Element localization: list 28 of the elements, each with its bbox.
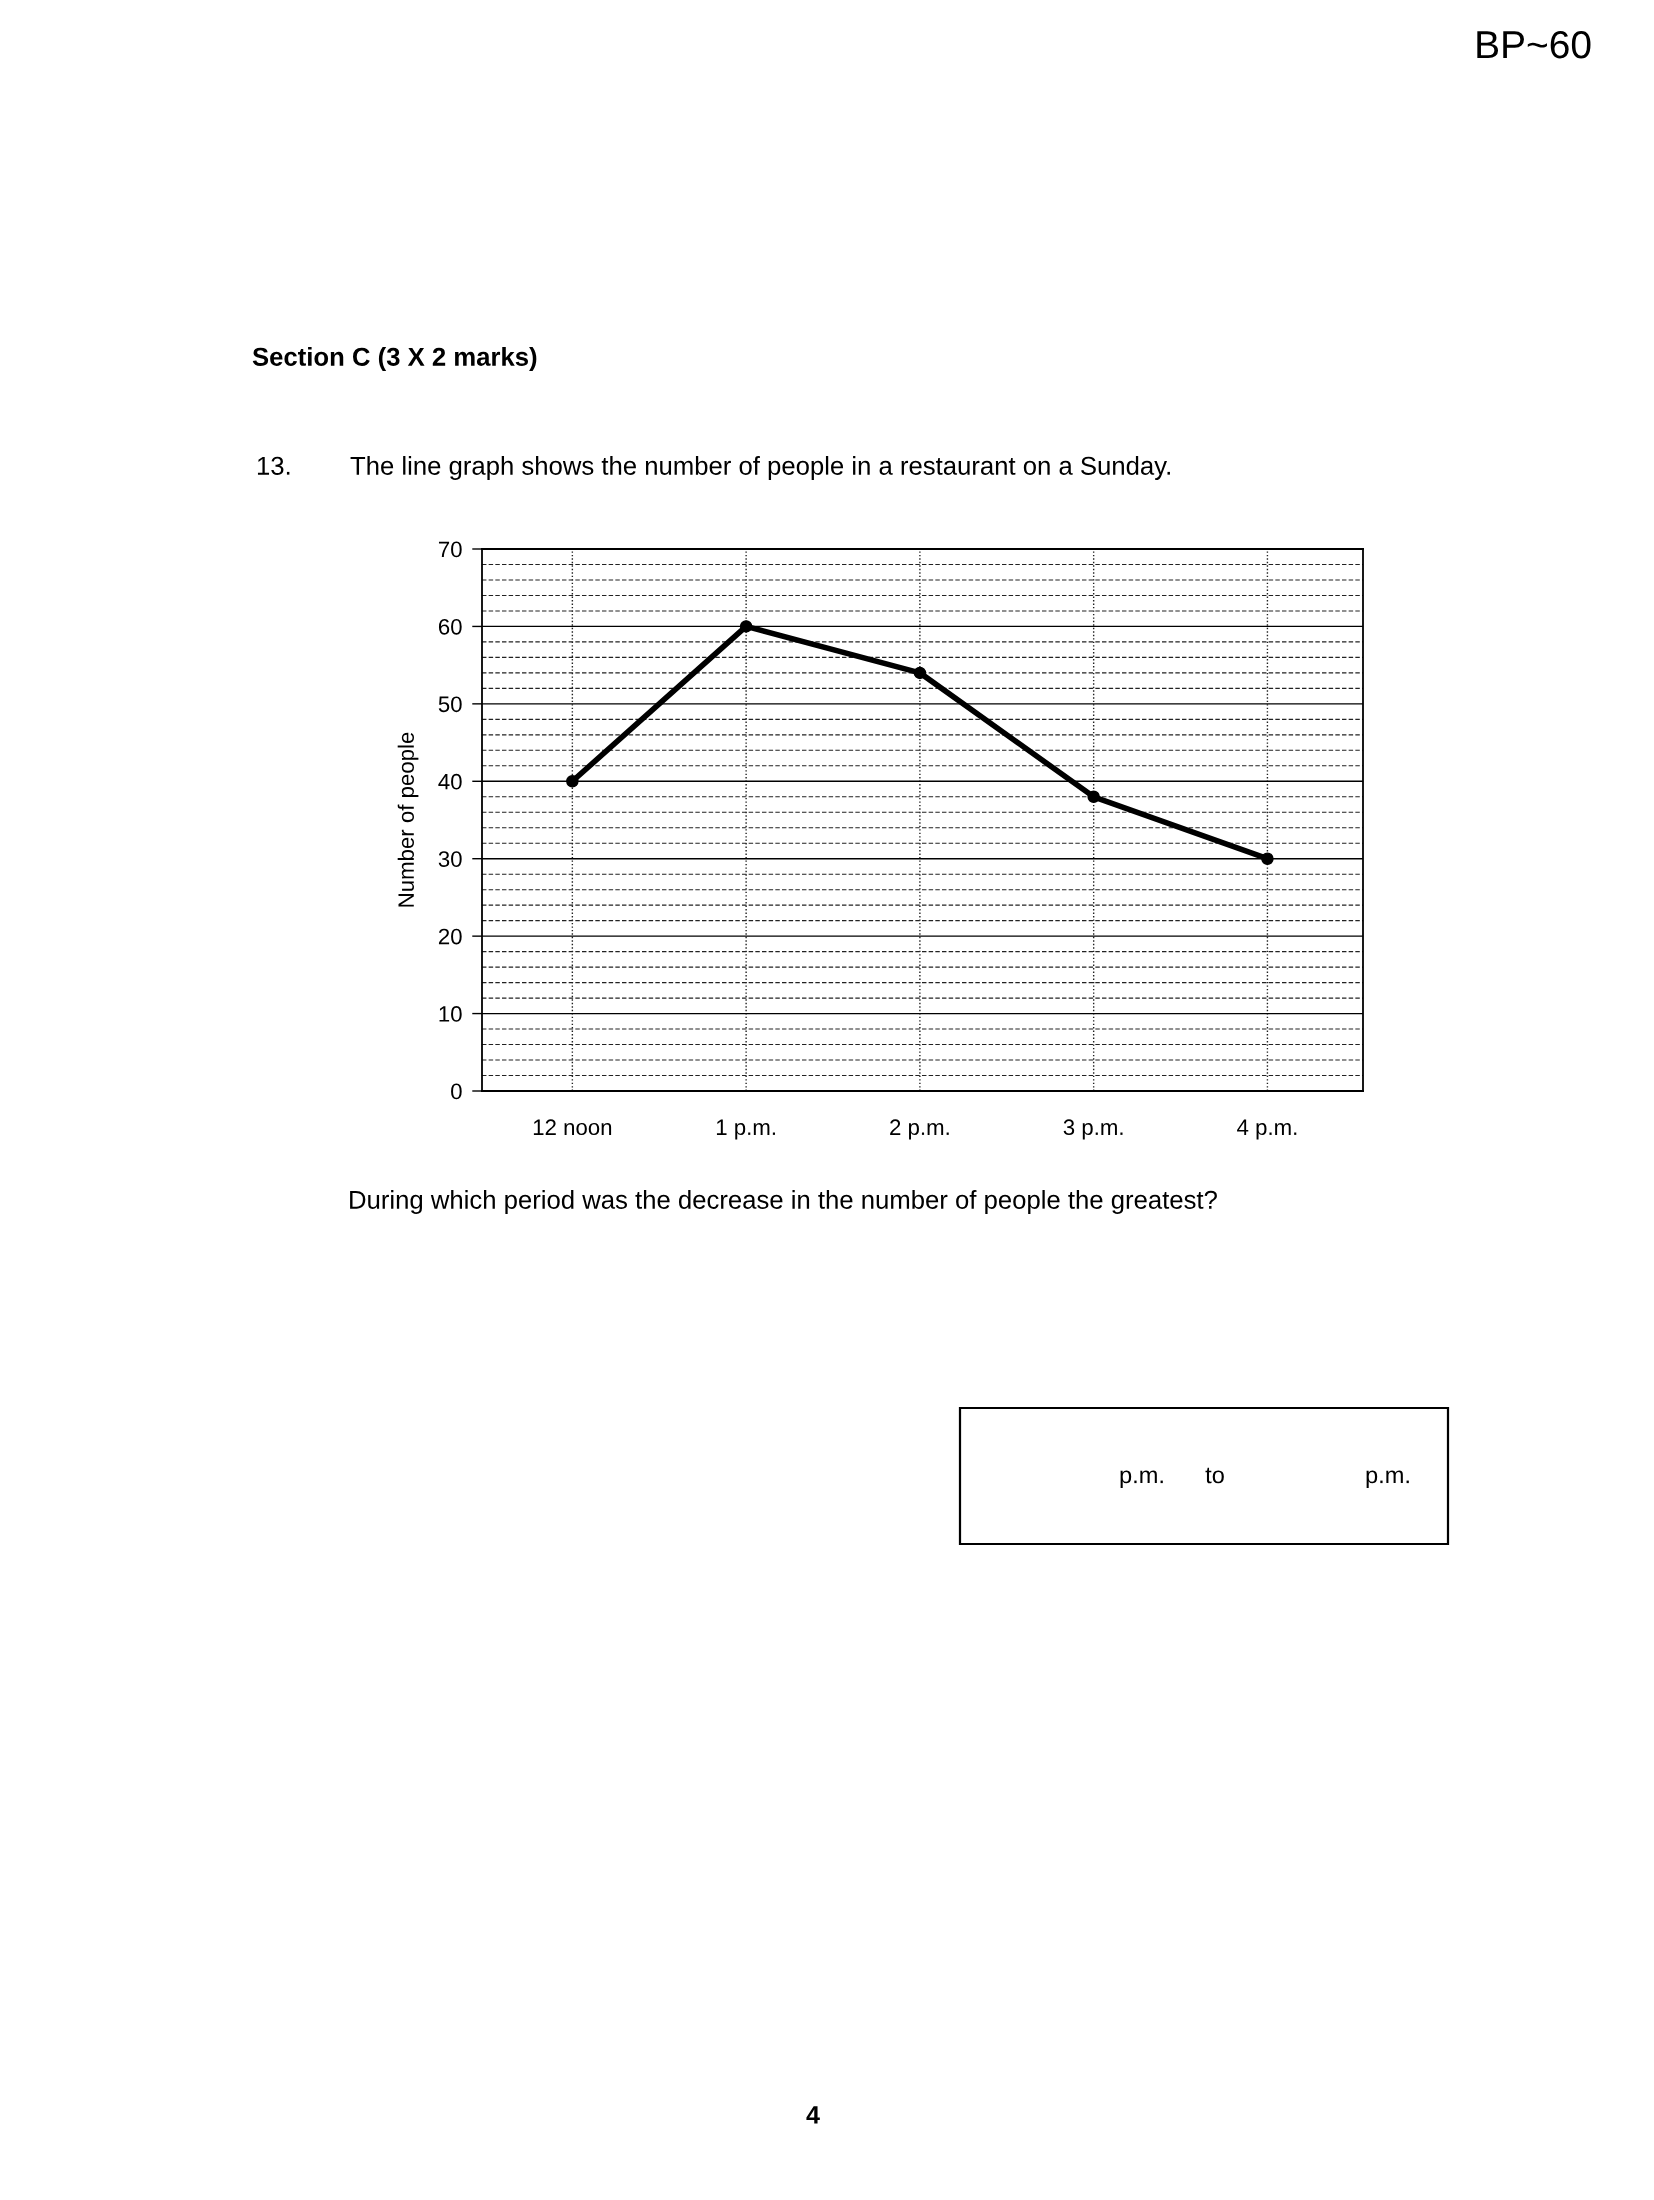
chart-title: The line graph shows the number of people in a restaurant on a Sunday. — [350, 456, 1170, 480]
text: to — [1205, 1467, 1224, 1484]
y-tick-label: 40 — [438, 773, 462, 790]
point — [1261, 852, 1274, 865]
text: 13. — [257, 456, 290, 475]
y-tick-label: 70 — [438, 541, 462, 558]
y-tick-label: 60 — [438, 618, 462, 635]
text: 4 — [806, 2106, 820, 2124]
point — [1087, 790, 1100, 804]
text: p.m. — [1366, 1470, 1409, 1488]
x-tick-label: 4 p.m. — [1237, 1119, 1297, 1140]
y-tick-label: 50 — [438, 696, 462, 713]
point — [913, 666, 927, 680]
point — [739, 620, 753, 633]
y-axis-title: Number of people — [397, 732, 419, 907]
y-tick-label: 30 — [438, 851, 462, 867]
point — [566, 775, 579, 788]
x-tick-label: 12 noon — [533, 1119, 612, 1136]
text: BP~60 — [1477, 30, 1591, 59]
x-tick-label: 1 p.m. — [716, 1119, 775, 1140]
x-tick-label: 3 p.m. — [1063, 1119, 1123, 1140]
text: During which period was the decrease in the number of people the greatest? — [350, 1190, 1217, 1214]
y-tick-label: 0 — [451, 1083, 462, 1100]
text: Section C (3 X 2 marks) — [252, 347, 537, 371]
y-tick-label: 10 — [439, 1006, 462, 1022]
x-tick-label: 2 p.m. — [890, 1119, 949, 1140]
text: p.m. — [1120, 1470, 1163, 1488]
y-tick-label: 20 — [438, 928, 462, 945]
